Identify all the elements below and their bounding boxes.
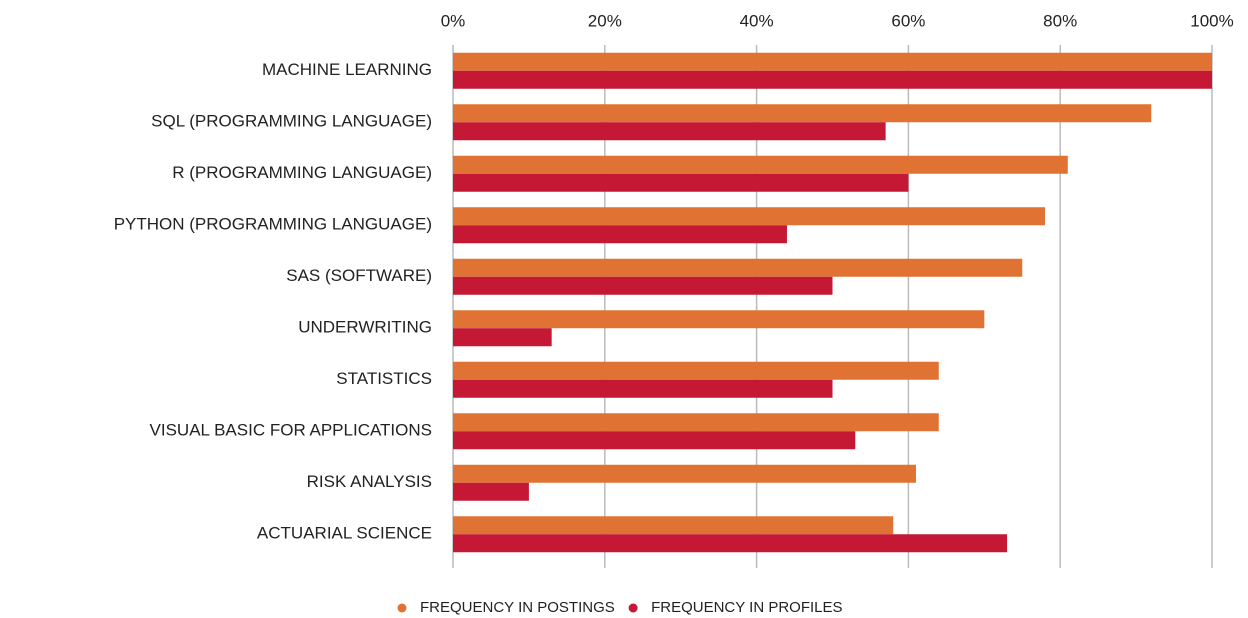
legend-swatch bbox=[397, 603, 407, 613]
legend: FREQUENCY IN POSTINGS FREQUENCY IN PROFIL… bbox=[397, 599, 843, 616]
legend-swatch bbox=[628, 603, 638, 613]
category-label: R (PROGRAMMING LANGUAGE) bbox=[172, 163, 432, 182]
legend-label: FREQUENCY IN PROFILES bbox=[651, 599, 842, 616]
bar bbox=[453, 379, 833, 398]
category-label: PYTHON (PROGRAMMING LANGUAGE) bbox=[114, 215, 432, 234]
bar bbox=[453, 413, 939, 432]
category-label: SAS (SOFTWARE) bbox=[286, 266, 432, 285]
bar bbox=[453, 516, 894, 535]
category-label: ACTUARIAL SCIENCE bbox=[257, 524, 432, 543]
bar bbox=[453, 534, 1008, 553]
category-label: UNDERWRITING bbox=[298, 318, 432, 337]
bar bbox=[453, 431, 856, 450]
category-label: MACHINE LEARNING bbox=[262, 60, 432, 79]
bar bbox=[453, 464, 916, 483]
x-tick-label: 100% bbox=[1190, 11, 1233, 30]
bar bbox=[453, 155, 1068, 174]
x-tick-label: 80% bbox=[1043, 11, 1077, 30]
bar bbox=[453, 310, 985, 329]
bar bbox=[453, 361, 939, 380]
bar bbox=[453, 70, 1212, 89]
x-tick-label: 40% bbox=[740, 11, 774, 30]
bar bbox=[453, 122, 886, 141]
bar bbox=[453, 328, 552, 347]
bar bbox=[453, 52, 1212, 71]
x-tick-label: 60% bbox=[891, 11, 925, 30]
category-label: VISUAL BASIC FOR APPLICATIONS bbox=[150, 421, 432, 440]
legend-label: FREQUENCY IN POSTINGS bbox=[420, 599, 615, 616]
category-label: RISK ANALYSIS bbox=[307, 472, 432, 491]
bar bbox=[453, 207, 1046, 226]
bar bbox=[453, 225, 787, 244]
x-tick-label: 0% bbox=[441, 11, 466, 30]
bar bbox=[453, 482, 529, 501]
category-label: SQL (PROGRAMMING LANGUAGE) bbox=[151, 112, 432, 131]
category-label: STATISTICS bbox=[336, 369, 432, 388]
x-tick-label: 20% bbox=[588, 11, 622, 30]
bar bbox=[453, 104, 1152, 123]
bar bbox=[453, 276, 833, 295]
bar bbox=[453, 173, 909, 192]
bar bbox=[453, 258, 1023, 277]
